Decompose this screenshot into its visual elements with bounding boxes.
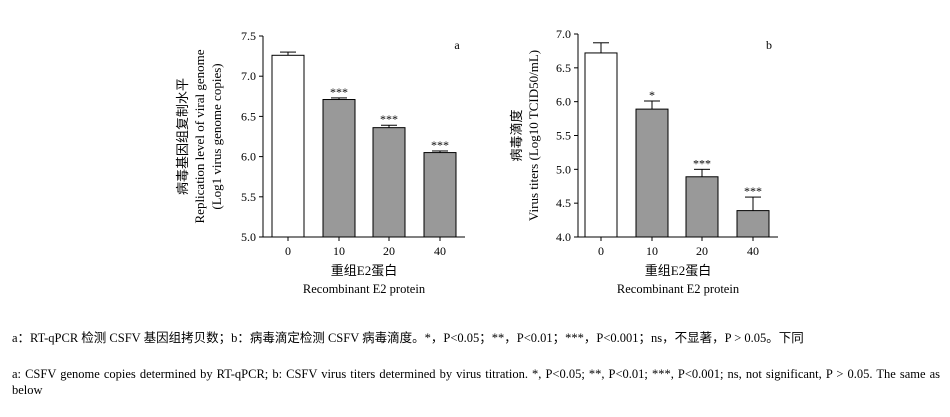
y-tick-label: 4.5 bbox=[556, 196, 571, 210]
x-tick-label: 0 bbox=[285, 244, 291, 258]
y-tick-label: 5.5 bbox=[556, 129, 571, 143]
bar bbox=[584, 52, 618, 238]
x-tick-label: 20 bbox=[383, 244, 395, 258]
x-tick-label: 40 bbox=[434, 244, 446, 258]
bar bbox=[635, 108, 669, 238]
x-tick-label: 20 bbox=[696, 244, 708, 258]
significance-label: * bbox=[649, 88, 655, 102]
y-axis-title: 病毒滴度 bbox=[509, 109, 524, 161]
y-tick-label: 5.5 bbox=[241, 190, 256, 204]
figure: 5.0 5.5 6.0 6.5 7.0 7.5 0 *** 10 *** 20 *** 40 a 病毒基因组… bbox=[175, 27, 778, 296]
x-tick-label: 0 bbox=[598, 244, 604, 258]
caption-english: a: CSFV genome copies determined by RT-q… bbox=[12, 367, 940, 397]
y-tick-label: 5.0 bbox=[556, 162, 571, 176]
panel-label: b bbox=[766, 38, 772, 52]
bar bbox=[685, 176, 719, 238]
y-tick-label: 6.5 bbox=[241, 109, 256, 123]
x-tick-label: 10 bbox=[333, 244, 345, 258]
bar bbox=[271, 54, 305, 238]
y-tick-label: 5.0 bbox=[241, 230, 256, 244]
y-tick-label: 7.0 bbox=[241, 69, 256, 83]
caption-chinese: a：RT-qPCR 检测 CSFV 基因组拷贝数；b：病毒滴定检测 CSFV 病… bbox=[12, 331, 804, 345]
significance-label: *** bbox=[693, 156, 711, 170]
x-tick-label: 10 bbox=[646, 244, 658, 258]
y-axis-title: Virus titers (Log10 TCID50/mL) bbox=[526, 50, 541, 221]
x-axis-title-zh: 重组E2蛋白 bbox=[645, 263, 711, 278]
y-tick-label: 6.5 bbox=[556, 61, 571, 75]
y-axis-title: Replication level of viral genome bbox=[192, 49, 207, 223]
significance-label: *** bbox=[431, 138, 449, 152]
significance-label: *** bbox=[744, 184, 762, 198]
y-tick-label: 6.0 bbox=[556, 95, 571, 109]
y-tick-label: 6.0 bbox=[241, 150, 256, 164]
y-axis-title: 病毒基因组复制水平 bbox=[175, 78, 190, 195]
significance-label: *** bbox=[380, 112, 398, 126]
x-axis-title-en: Recombinant E2 protein bbox=[303, 282, 426, 296]
bar bbox=[322, 99, 356, 238]
x-tick-label: 40 bbox=[747, 244, 759, 258]
y-tick-label: 4.0 bbox=[556, 230, 571, 244]
bar bbox=[423, 152, 457, 238]
chart-panel-b: 4.0 4.5 5.0 5.5 6.0 6.5 7.0 0 * 10 *** 20 *** 40 b 病毒滴度… bbox=[509, 27, 778, 296]
chart-panel-a: 5.0 5.5 6.0 6.5 7.0 7.5 0 *** 10 *** 20 *** 40 a 病毒基因组… bbox=[175, 29, 465, 296]
significance-label: *** bbox=[330, 85, 348, 99]
bar bbox=[372, 127, 406, 238]
panel-label: a bbox=[454, 38, 460, 52]
bar bbox=[736, 210, 770, 238]
x-axis-title-zh: 重组E2蛋白 bbox=[331, 263, 397, 278]
y-axis-title: (Log1 virus genome copies) bbox=[209, 63, 224, 209]
x-axis-title-en: Recombinant E2 protein bbox=[617, 282, 740, 296]
y-tick-label: 7.0 bbox=[556, 27, 571, 41]
y-tick-label: 7.5 bbox=[241, 29, 256, 43]
